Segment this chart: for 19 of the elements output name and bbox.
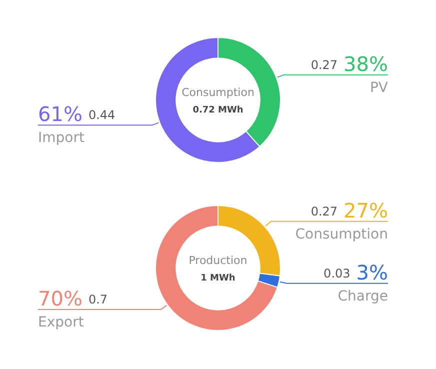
- text: 1 MWh: [200, 273, 236, 284]
- data-label: 3%: [356, 260, 388, 284]
- data-label: 27%: [344, 198, 388, 222]
- text: 0.27: [310, 58, 338, 72]
- text: 0.27: [310, 204, 338, 218]
- text: 0.44: [88, 108, 116, 122]
- data-label: 70%: [38, 286, 82, 310]
- slice-label: Consumption: [295, 226, 388, 242]
- text: 0.72 MWh: [192, 105, 244, 116]
- text: 0.03: [324, 266, 350, 280]
- text: Production: [188, 254, 248, 267]
- text: Consumption: [182, 86, 254, 99]
- slice-label: Charge: [338, 288, 388, 304]
- slice-label: PV: [370, 80, 388, 96]
- data-label: 38%: [344, 52, 388, 76]
- slice-label: Export: [38, 314, 84, 330]
- data-label: 61%: [38, 102, 82, 126]
- slice-label: Import: [38, 130, 85, 146]
- text: 0.7: [88, 292, 108, 306]
